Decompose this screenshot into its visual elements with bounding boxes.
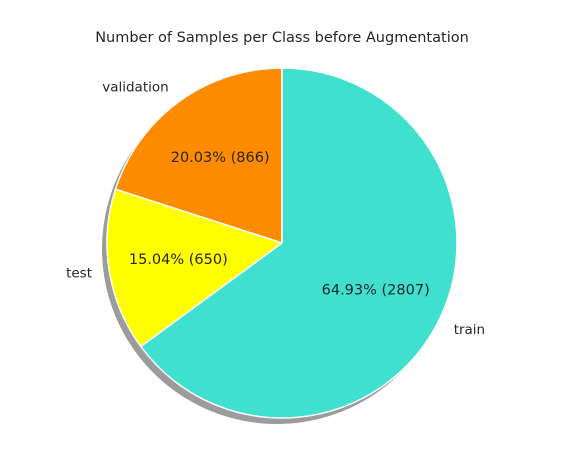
percent-label-train: 64.93% (2807) bbox=[322, 283, 430, 299]
slice-label-test: test bbox=[66, 266, 92, 282]
pie-slices bbox=[106, 67, 458, 419]
chart-title: Number of Samples per Class before Augme… bbox=[95, 30, 469, 46]
slice-label-validation: validation bbox=[102, 79, 168, 95]
percent-label-test: 15.04% (650) bbox=[129, 252, 228, 268]
pie-labels: validation 20.03% (866) test 15.04% (650) tr… bbox=[66, 79, 485, 338]
pie-slice-test bbox=[106, 188, 283, 348]
pie-slice-validation bbox=[114, 67, 283, 244]
slice-label-train: train bbox=[454, 322, 485, 338]
percent-label-validation: 20.03% (866) bbox=[171, 150, 270, 166]
pie-slice-train bbox=[140, 67, 458, 419]
